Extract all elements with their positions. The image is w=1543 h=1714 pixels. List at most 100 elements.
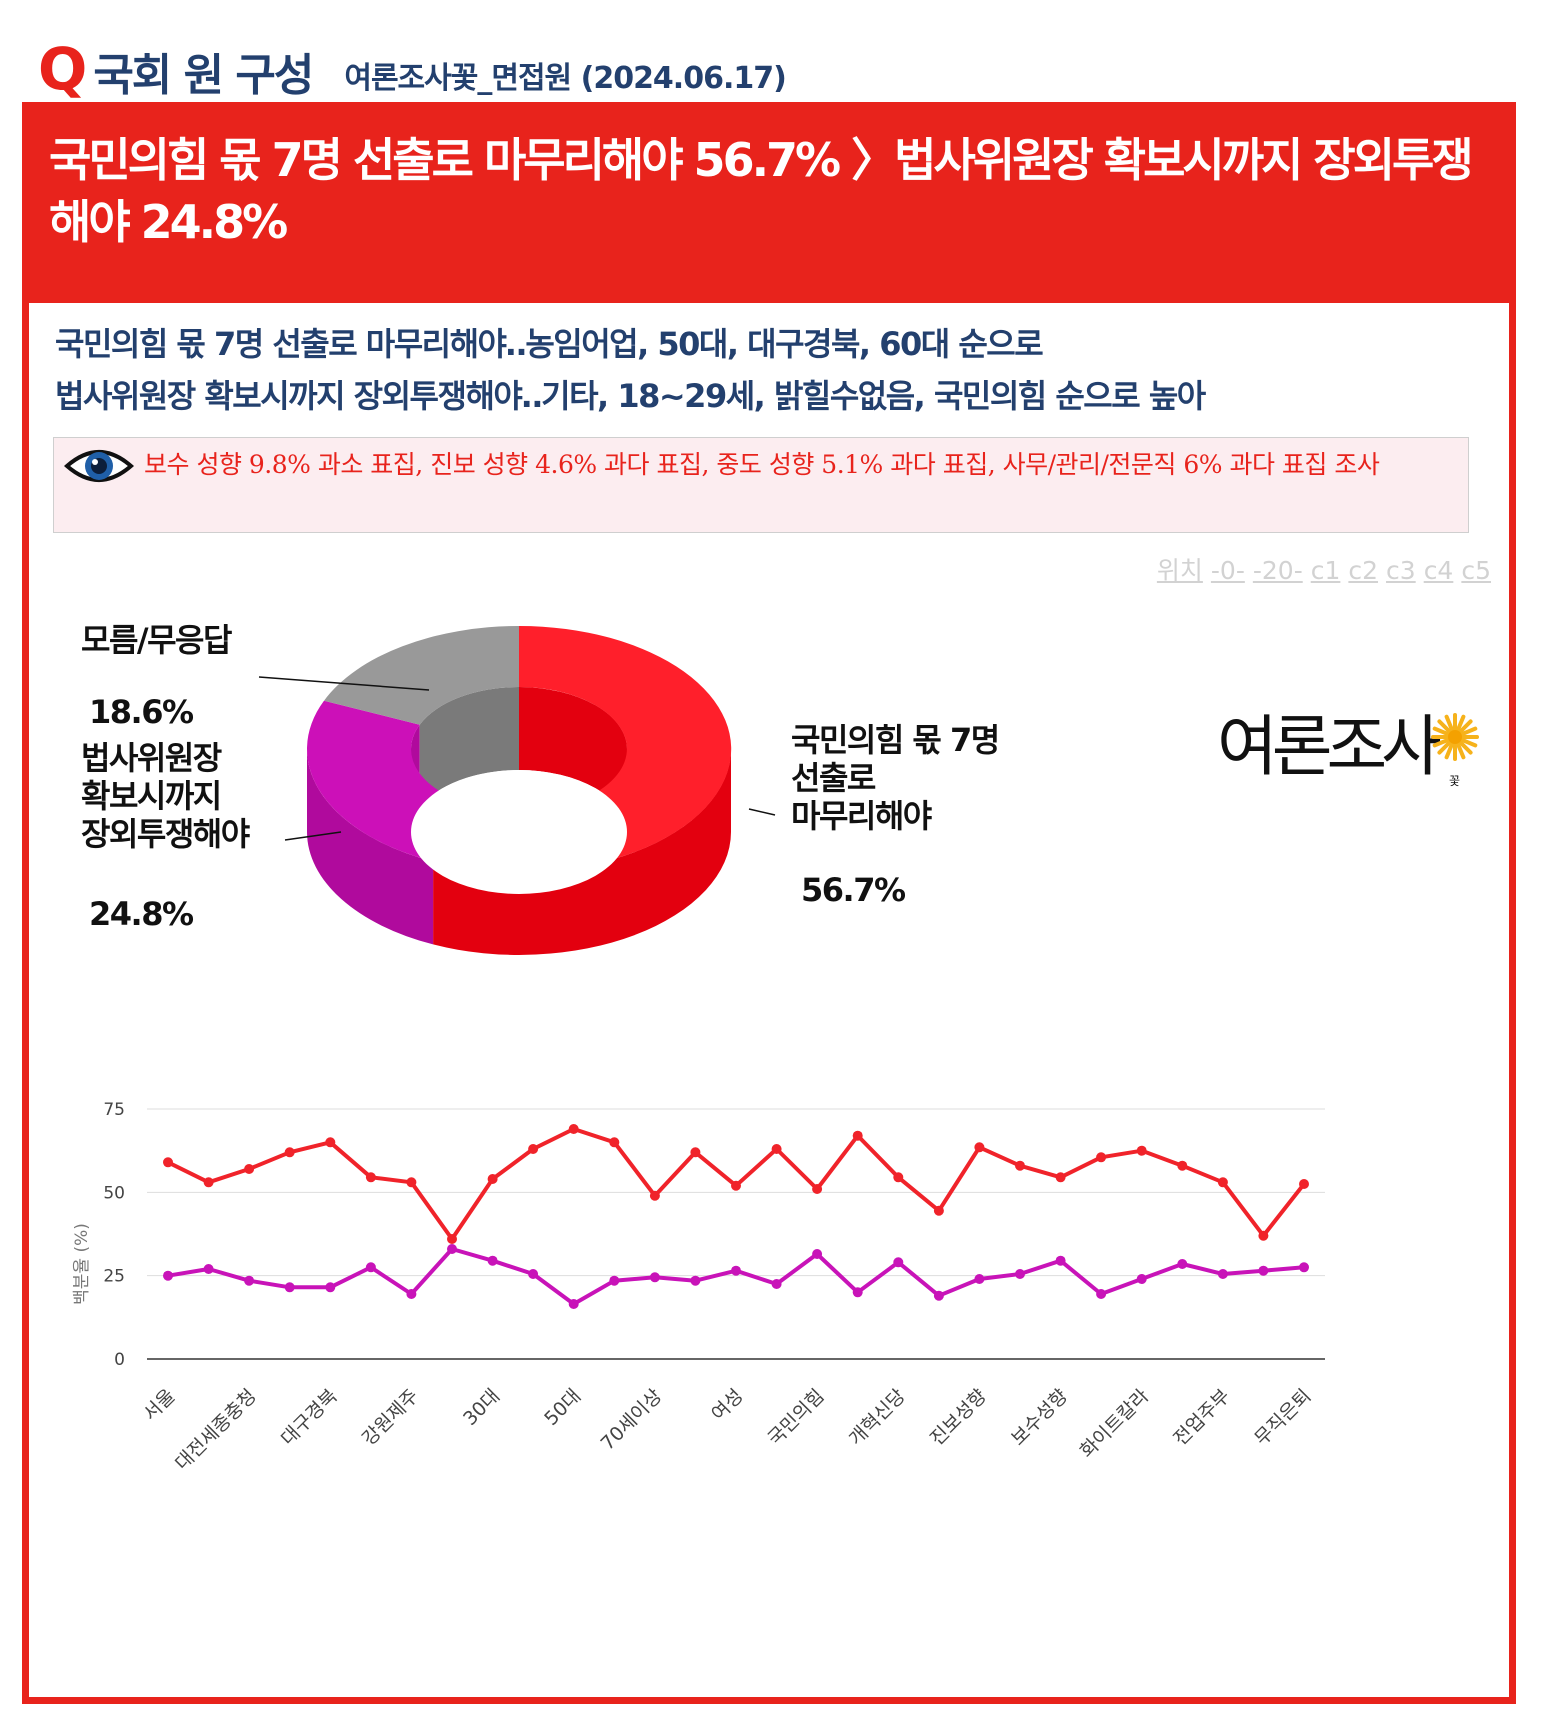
x-tick-label: 강원제주 [358, 1385, 423, 1450]
slice-label-line: 법사위원장 [81, 739, 222, 777]
x-tick-label: 여성 [707, 1385, 747, 1425]
x-tick-label: 전업주부 [1169, 1385, 1234, 1450]
y-tick-label: 50 [103, 1183, 125, 1203]
q-mark: Q [38, 35, 88, 103]
series-point-1 [812, 1249, 823, 1259]
series-point-0 [690, 1147, 701, 1158]
donut-slice-1-side [307, 749, 434, 945]
subtitle-line-1: 국민의힘 몫 7명 선출로 마무리해야‥농임어업, 50대, 대구경북, 60대… [55, 325, 1044, 363]
series-line-1 [167, 1247, 1305, 1306]
series-point-0 [852, 1130, 863, 1141]
brand-logo: 여론조사 꽃 [1217, 679, 1485, 789]
series-point-1 [1015, 1269, 1025, 1279]
series-point-1 [1136, 1274, 1147, 1284]
slice-label-line: 확보시까지 [81, 777, 222, 815]
series-point-0 [447, 1234, 457, 1244]
position-link[interactable]: c1 [1310, 556, 1341, 585]
position-link[interactable]: c2 [1348, 556, 1379, 585]
x-tick-label: 대구경북 [277, 1385, 342, 1450]
series-point-0 [365, 1172, 376, 1183]
series-point-0 [406, 1177, 417, 1188]
slice-label-line: 모름/무응답 [81, 621, 232, 659]
series-point-0 [244, 1164, 255, 1174]
series-point-0 [771, 1144, 782, 1154]
series-point-1 [528, 1269, 539, 1279]
series-point-0 [1015, 1160, 1025, 1171]
survey-source: 여론조사꽃_면접원 (2024.06.17) [344, 61, 786, 96]
series-point-0 [1096, 1152, 1107, 1163]
series-point-1 [1217, 1269, 1228, 1279]
series-point-0 [731, 1180, 741, 1191]
y-tick-label: 75 [103, 1100, 125, 1120]
series-point-0 [325, 1137, 336, 1148]
x-tick-label: 서울 [139, 1385, 179, 1425]
series-point-1 [933, 1290, 944, 1301]
series-point-1 [406, 1289, 417, 1299]
position-links: 위치 -0- -20- c1 c2 c3 c4 c5 [1149, 551, 1491, 587]
series-point-0 [933, 1205, 944, 1216]
slice-label-2: 모름/무응답 [81, 621, 232, 659]
slice-label-1: 법사위원장 확보시까지 장외투쟁해야 [81, 739, 250, 853]
position-link[interactable]: -20- [1252, 556, 1303, 585]
series-point-0 [812, 1184, 823, 1194]
series-point-0 [1177, 1160, 1188, 1171]
series-point-0 [893, 1172, 904, 1183]
sampling-note-text: 보수 성향 9.8% 과소 표집, 진보 성향 4.6% 과다 표집, 중도 성… [144, 450, 1380, 479]
series-point-0 [1258, 1230, 1269, 1241]
series-point-0 [163, 1157, 173, 1168]
series-point-0 [528, 1144, 539, 1154]
donut-slice-2 [324, 626, 519, 725]
series-point-0 [284, 1147, 295, 1158]
series-point-0 [1136, 1145, 1147, 1156]
x-tick-label: 진보성향 [926, 1385, 991, 1450]
slice-label-0: 국민의힘 몫 7명 선출로 마무리해야 [791, 721, 1000, 835]
slice-value-1: 24.8% [89, 895, 194, 933]
slice-label-line: 국민의힘 몫 7명 [791, 721, 1000, 759]
x-tick-label: 보수성향 [1007, 1385, 1072, 1450]
y-tick-label: 25 [103, 1267, 125, 1287]
y-tick-label: 0 [114, 1350, 125, 1370]
x-tick-label: 30대 [459, 1385, 504, 1430]
slice-value-0: 56.7% [801, 871, 906, 909]
position-link[interactable]: -0- [1210, 556, 1245, 585]
series-point-0 [974, 1142, 985, 1153]
series-point-0 [609, 1137, 620, 1148]
series-point-1 [244, 1275, 255, 1286]
series-point-1 [1055, 1255, 1066, 1266]
series-point-0 [1299, 1179, 1309, 1189]
headline-title: 국민의힘 몫 7명 선출로 마무리해야 56.7% 〉법사위원장 확보시까지 장… [49, 133, 1474, 249]
series-point-0 [568, 1124, 579, 1134]
position-label[interactable]: 위치 [1156, 556, 1203, 585]
slice-label-line: 선출로 [791, 759, 876, 797]
series-point-1 [203, 1264, 214, 1274]
series-point-1 [1299, 1262, 1309, 1273]
x-tick-label: 대전세종충청 [171, 1385, 261, 1475]
leader-line-2 [258, 676, 430, 691]
series-point-1 [1096, 1289, 1107, 1299]
position-link[interactable]: c5 [1461, 556, 1491, 585]
series-point-1 [568, 1299, 579, 1309]
position-link[interactable]: c4 [1423, 556, 1454, 585]
page-header: Q 국회 원 구성 여론조사꽃_면접원 (2024.06.17) [38, 28, 787, 103]
headline-banner: 국민의힘 몫 7명 선출로 마무리해야 56.7% 〉법사위원장 확보시까지 장… [29, 109, 1509, 303]
series-point-1 [447, 1244, 457, 1254]
sampling-note: 보수 성향 9.8% 과소 표집, 진보 성향 4.6% 과다 표집, 중도 성… [53, 437, 1469, 533]
position-link[interactable]: c3 [1386, 556, 1416, 585]
series-point-0 [649, 1190, 660, 1201]
x-tick-label: 50대 [540, 1385, 585, 1430]
eye-icon [64, 450, 134, 482]
x-tick-label: 국민의힘 [764, 1385, 829, 1450]
x-tick-label: 개혁신당 [845, 1385, 910, 1450]
slice-value-2: 18.6% [89, 693, 194, 731]
leader-line-1 [284, 831, 342, 841]
series-point-0 [487, 1174, 498, 1184]
donut-slice-0-inner-wall [519, 687, 627, 832]
subtitle-line-2: 법사위원장 확보시까지 장외투쟁해야‥기타, 18~29세, 밝힐수없음, 국민… [55, 377, 1206, 415]
series-point-1 [365, 1262, 376, 1273]
page-title: 국회 원 구성 [93, 50, 314, 101]
leader-line-0 [748, 808, 776, 816]
y-axis-label: 백분율 (%) [72, 1223, 92, 1305]
series-point-1 [649, 1272, 660, 1283]
series-point-0 [203, 1177, 214, 1188]
